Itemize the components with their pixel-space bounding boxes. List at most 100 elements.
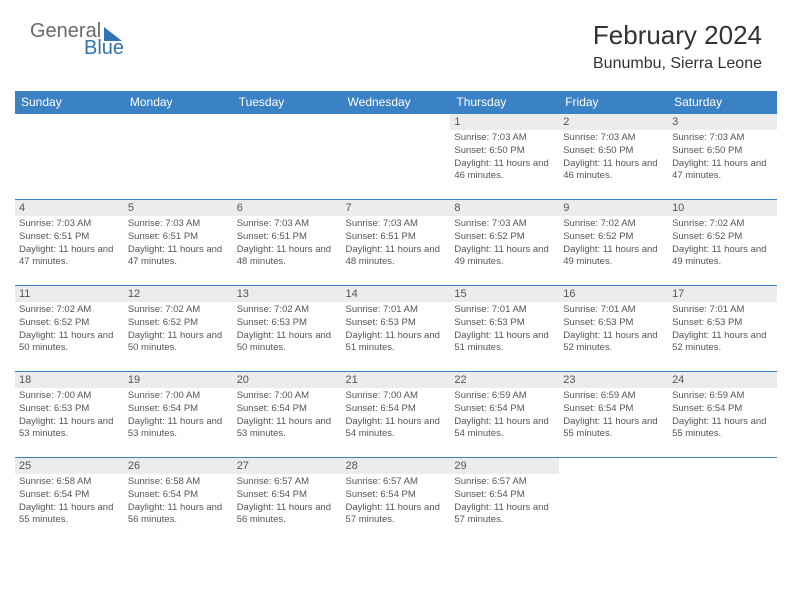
day-cell: 13Sunrise: 7:02 AMSunset: 6:53 PMDayligh… xyxy=(233,286,342,372)
header: GeneralBlue February 2024 Bunumbu, Sierr… xyxy=(0,0,792,83)
day-number: 2 xyxy=(559,114,668,130)
day-number: 20 xyxy=(233,372,342,388)
location: Bunumbu, Sierra Leone xyxy=(593,55,762,73)
sunset-text: Sunset: 6:54 PM xyxy=(237,403,338,416)
day-info: Sunrise: 7:00 AMSunset: 6:53 PMDaylight:… xyxy=(15,388,124,443)
sunrise-text: Sunrise: 6:59 AM xyxy=(454,390,555,403)
sunrise-text: Sunrise: 7:02 AM xyxy=(128,304,229,317)
sunset-text: Sunset: 6:53 PM xyxy=(237,317,338,330)
day-info: Sunrise: 7:03 AMSunset: 6:51 PMDaylight:… xyxy=(15,216,124,271)
dayname-row: SundayMondayTuesdayWednesdayThursdayFrid… xyxy=(15,91,777,114)
calendar-row: 1Sunrise: 7:03 AMSunset: 6:50 PMDaylight… xyxy=(15,114,777,200)
sunrise-text: Sunrise: 7:01 AM xyxy=(454,304,555,317)
calendar-row: 25Sunrise: 6:58 AMSunset: 6:54 PMDayligh… xyxy=(15,458,777,544)
daylight-text: Daylight: 11 hours and 53 minutes. xyxy=(128,416,229,442)
day-number: 13 xyxy=(233,286,342,302)
daylight-text: Daylight: 11 hours and 47 minutes. xyxy=(19,244,120,270)
day-cell: 1Sunrise: 7:03 AMSunset: 6:50 PMDaylight… xyxy=(450,114,559,200)
day-cell: 5Sunrise: 7:03 AMSunset: 6:51 PMDaylight… xyxy=(124,200,233,286)
sunset-text: Sunset: 6:53 PM xyxy=(672,317,773,330)
sunrise-text: Sunrise: 7:00 AM xyxy=(128,390,229,403)
sunrise-text: Sunrise: 7:03 AM xyxy=(454,218,555,231)
sunset-text: Sunset: 6:53 PM xyxy=(346,317,447,330)
day-number: 25 xyxy=(15,458,124,474)
sunset-text: Sunset: 6:54 PM xyxy=(346,489,447,502)
day-number: 14 xyxy=(342,286,451,302)
day-cell: 6Sunrise: 7:03 AMSunset: 6:51 PMDaylight… xyxy=(233,200,342,286)
day-info: Sunrise: 7:00 AMSunset: 6:54 PMDaylight:… xyxy=(342,388,451,443)
day-cell: 9Sunrise: 7:02 AMSunset: 6:52 PMDaylight… xyxy=(559,200,668,286)
day-number: 15 xyxy=(450,286,559,302)
sunset-text: Sunset: 6:54 PM xyxy=(237,489,338,502)
day-number: 26 xyxy=(124,458,233,474)
day-number: 19 xyxy=(124,372,233,388)
day-info: Sunrise: 7:03 AMSunset: 6:50 PMDaylight:… xyxy=(668,130,777,185)
empty-cell xyxy=(668,458,777,544)
day-cell: 20Sunrise: 7:00 AMSunset: 6:54 PMDayligh… xyxy=(233,372,342,458)
day-cell: 18Sunrise: 7:00 AMSunset: 6:53 PMDayligh… xyxy=(15,372,124,458)
dayname-friday: Friday xyxy=(559,91,668,114)
day-cell: 14Sunrise: 7:01 AMSunset: 6:53 PMDayligh… xyxy=(342,286,451,372)
day-number: 28 xyxy=(342,458,451,474)
day-number: 24 xyxy=(668,372,777,388)
empty-cell xyxy=(559,458,668,544)
daylight-text: Daylight: 11 hours and 54 minutes. xyxy=(346,416,447,442)
daylight-text: Daylight: 11 hours and 57 minutes. xyxy=(346,502,447,528)
day-info: Sunrise: 7:03 AMSunset: 6:51 PMDaylight:… xyxy=(124,216,233,271)
sunrise-text: Sunrise: 7:03 AM xyxy=(454,132,555,145)
sunrise-text: Sunrise: 7:01 AM xyxy=(672,304,773,317)
daylight-text: Daylight: 11 hours and 52 minutes. xyxy=(563,330,664,356)
sunset-text: Sunset: 6:53 PM xyxy=(454,317,555,330)
daylight-text: Daylight: 11 hours and 50 minutes. xyxy=(237,330,338,356)
daylight-text: Daylight: 11 hours and 46 minutes. xyxy=(454,158,555,184)
day-cell: 4Sunrise: 7:03 AMSunset: 6:51 PMDaylight… xyxy=(15,200,124,286)
sunrise-text: Sunrise: 7:03 AM xyxy=(563,132,664,145)
day-cell: 16Sunrise: 7:01 AMSunset: 6:53 PMDayligh… xyxy=(559,286,668,372)
daylight-text: Daylight: 11 hours and 50 minutes. xyxy=(19,330,120,356)
daylight-text: Daylight: 11 hours and 56 minutes. xyxy=(237,502,338,528)
calendar-row: 4Sunrise: 7:03 AMSunset: 6:51 PMDaylight… xyxy=(15,200,777,286)
logo: GeneralBlue xyxy=(30,20,124,60)
daylight-text: Daylight: 11 hours and 48 minutes. xyxy=(237,244,338,270)
dayname-saturday: Saturday xyxy=(668,91,777,114)
empty-cell xyxy=(124,114,233,200)
sunset-text: Sunset: 6:51 PM xyxy=(346,231,447,244)
day-cell: 21Sunrise: 7:00 AMSunset: 6:54 PMDayligh… xyxy=(342,372,451,458)
day-info: Sunrise: 6:57 AMSunset: 6:54 PMDaylight:… xyxy=(450,474,559,529)
day-number: 18 xyxy=(15,372,124,388)
sunset-text: Sunset: 6:52 PM xyxy=(19,317,120,330)
sunset-text: Sunset: 6:53 PM xyxy=(563,317,664,330)
daylight-text: Daylight: 11 hours and 51 minutes. xyxy=(346,330,447,356)
daylight-text: Daylight: 11 hours and 49 minutes. xyxy=(672,244,773,270)
day-info: Sunrise: 7:02 AMSunset: 6:53 PMDaylight:… xyxy=(233,302,342,357)
sunset-text: Sunset: 6:54 PM xyxy=(672,403,773,416)
day-cell: 26Sunrise: 6:58 AMSunset: 6:54 PMDayligh… xyxy=(124,458,233,544)
sunrise-text: Sunrise: 6:57 AM xyxy=(237,476,338,489)
daylight-text: Daylight: 11 hours and 47 minutes. xyxy=(672,158,773,184)
sunrise-text: Sunrise: 6:59 AM xyxy=(672,390,773,403)
sunrise-text: Sunrise: 6:58 AM xyxy=(128,476,229,489)
day-info: Sunrise: 7:03 AMSunset: 6:51 PMDaylight:… xyxy=(233,216,342,271)
day-info: Sunrise: 7:01 AMSunset: 6:53 PMDaylight:… xyxy=(450,302,559,357)
day-info: Sunrise: 7:01 AMSunset: 6:53 PMDaylight:… xyxy=(559,302,668,357)
calendar-body: 1Sunrise: 7:03 AMSunset: 6:50 PMDaylight… xyxy=(15,114,777,544)
title-block: February 2024 Bunumbu, Sierra Leone xyxy=(593,20,762,73)
day-number: 27 xyxy=(233,458,342,474)
day-info: Sunrise: 7:01 AMSunset: 6:53 PMDaylight:… xyxy=(668,302,777,357)
dayname-sunday: Sunday xyxy=(15,91,124,114)
sunrise-text: Sunrise: 7:02 AM xyxy=(563,218,664,231)
sunset-text: Sunset: 6:51 PM xyxy=(128,231,229,244)
daylight-text: Daylight: 11 hours and 49 minutes. xyxy=(454,244,555,270)
day-info: Sunrise: 7:02 AMSunset: 6:52 PMDaylight:… xyxy=(559,216,668,271)
sunrise-text: Sunrise: 7:03 AM xyxy=(128,218,229,231)
daylight-text: Daylight: 11 hours and 48 minutes. xyxy=(346,244,447,270)
day-info: Sunrise: 6:58 AMSunset: 6:54 PMDaylight:… xyxy=(124,474,233,529)
sunrise-text: Sunrise: 7:02 AM xyxy=(672,218,773,231)
dayname-monday: Monday xyxy=(124,91,233,114)
daylight-text: Daylight: 11 hours and 49 minutes. xyxy=(563,244,664,270)
day-cell: 12Sunrise: 7:02 AMSunset: 6:52 PMDayligh… xyxy=(124,286,233,372)
day-cell: 15Sunrise: 7:01 AMSunset: 6:53 PMDayligh… xyxy=(450,286,559,372)
sunrise-text: Sunrise: 7:03 AM xyxy=(237,218,338,231)
day-cell: 25Sunrise: 6:58 AMSunset: 6:54 PMDayligh… xyxy=(15,458,124,544)
day-number: 11 xyxy=(15,286,124,302)
